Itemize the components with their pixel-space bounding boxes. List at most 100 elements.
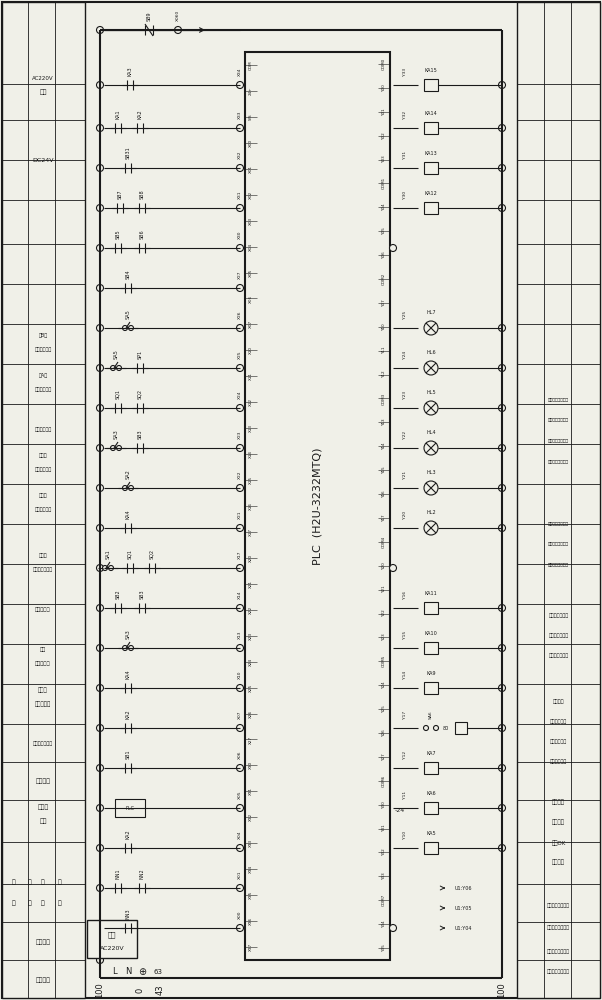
Text: Y20: Y20 bbox=[403, 511, 407, 519]
Circle shape bbox=[122, 486, 128, 490]
Circle shape bbox=[424, 401, 438, 415]
Text: X27: X27 bbox=[249, 735, 253, 744]
Text: NN3: NN3 bbox=[125, 908, 131, 919]
Circle shape bbox=[175, 26, 181, 33]
Circle shape bbox=[237, 764, 243, 772]
Text: Y33: Y33 bbox=[403, 68, 407, 76]
Circle shape bbox=[237, 924, 243, 932]
Text: SB2: SB2 bbox=[116, 589, 120, 599]
Circle shape bbox=[111, 365, 116, 370]
Bar bbox=[517, 2, 600, 998]
Bar bbox=[115, 799, 145, 817]
Text: HL6: HL6 bbox=[426, 350, 436, 355]
Text: 载: 载 bbox=[58, 879, 62, 885]
Circle shape bbox=[96, 485, 104, 491]
Circle shape bbox=[96, 164, 104, 172]
Circle shape bbox=[237, 124, 243, 131]
Text: 气缸长吸: 气缸长吸 bbox=[552, 859, 565, 865]
Text: Y27: Y27 bbox=[382, 753, 386, 761]
Circle shape bbox=[498, 804, 506, 812]
Text: 固定位置回复控制: 固定位置回复控制 bbox=[547, 948, 570, 954]
Text: 比例控制模拟输出: 比例控制模拟输出 bbox=[548, 563, 569, 567]
Text: 双手: 双手 bbox=[39, 818, 47, 824]
Text: X30: X30 bbox=[238, 231, 242, 239]
Circle shape bbox=[237, 244, 243, 251]
Text: KA5: KA5 bbox=[426, 831, 436, 836]
Text: 传感器: 传感器 bbox=[38, 687, 48, 693]
Text: 24+: 24+ bbox=[249, 87, 253, 95]
Circle shape bbox=[498, 724, 506, 732]
Text: Y12: Y12 bbox=[382, 371, 386, 378]
Text: HL3: HL3 bbox=[426, 470, 436, 475]
Circle shape bbox=[237, 82, 243, 89]
Text: 气缸OK: 气缸OK bbox=[551, 840, 566, 846]
Circle shape bbox=[498, 485, 506, 491]
Circle shape bbox=[237, 324, 243, 332]
Circle shape bbox=[96, 324, 104, 332]
Circle shape bbox=[237, 684, 243, 692]
Text: Y21: Y21 bbox=[403, 471, 407, 479]
Text: COM7: COM7 bbox=[382, 894, 386, 906]
Bar bbox=[424, 842, 438, 854]
Bar bbox=[424, 682, 438, 694]
Circle shape bbox=[498, 404, 506, 412]
Circle shape bbox=[498, 524, 506, 532]
Text: 控制: 控制 bbox=[40, 648, 46, 652]
Circle shape bbox=[96, 364, 104, 371]
Text: SA1: SA1 bbox=[105, 549, 111, 559]
Circle shape bbox=[498, 164, 506, 172]
Text: X23: X23 bbox=[238, 430, 242, 439]
Text: COM4: COM4 bbox=[382, 536, 386, 548]
Circle shape bbox=[96, 884, 104, 892]
Text: SQ1: SQ1 bbox=[128, 549, 132, 559]
Text: Y30: Y30 bbox=[403, 191, 407, 199]
Text: Y12: Y12 bbox=[403, 751, 407, 759]
Circle shape bbox=[433, 726, 438, 730]
Text: X23: X23 bbox=[249, 632, 253, 640]
Text: SA3: SA3 bbox=[125, 629, 131, 639]
Circle shape bbox=[111, 446, 116, 450]
Text: 调整正反转: 调整正反转 bbox=[35, 662, 51, 666]
Text: -24: -24 bbox=[395, 808, 405, 812]
Text: X30: X30 bbox=[249, 761, 253, 769]
Text: Y23: Y23 bbox=[403, 391, 407, 399]
Text: 串联通讯控制输出: 串联通讯控制输出 bbox=[548, 418, 569, 422]
Text: 串联通讯控制输出: 串联通讯控制输出 bbox=[548, 398, 569, 402]
Text: X05: X05 bbox=[249, 268, 253, 277]
Bar bbox=[424, 802, 438, 814]
Text: SA2: SA2 bbox=[125, 469, 131, 479]
Text: SB6: SB6 bbox=[140, 229, 144, 239]
Text: 操作行: 操作行 bbox=[37, 804, 49, 810]
Text: COM0: COM0 bbox=[382, 58, 386, 70]
Text: X31: X31 bbox=[238, 190, 242, 199]
Text: Y31: Y31 bbox=[403, 151, 407, 159]
Text: X10: X10 bbox=[238, 670, 242, 679]
Text: 开: 开 bbox=[41, 900, 45, 906]
Circle shape bbox=[237, 404, 243, 412]
Text: Y24: Y24 bbox=[382, 681, 386, 689]
Text: X32: X32 bbox=[249, 813, 253, 821]
Circle shape bbox=[237, 164, 243, 172]
Text: X27: X27 bbox=[238, 270, 242, 279]
Circle shape bbox=[237, 645, 243, 652]
Text: X05: X05 bbox=[238, 790, 242, 799]
Text: X25: X25 bbox=[238, 350, 242, 359]
Text: SP1: SP1 bbox=[137, 350, 143, 359]
Text: X00: X00 bbox=[238, 910, 242, 919]
Text: SB3: SB3 bbox=[137, 429, 143, 439]
Text: 100: 100 bbox=[96, 982, 105, 998]
Text: Y17: Y17 bbox=[403, 711, 407, 719]
Circle shape bbox=[128, 326, 134, 330]
Circle shape bbox=[237, 485, 243, 491]
Text: X03: X03 bbox=[249, 217, 253, 225]
Text: Y22: Y22 bbox=[403, 431, 407, 439]
Text: X26: X26 bbox=[238, 310, 242, 319]
Text: X35: X35 bbox=[249, 891, 253, 899]
Text: SB1: SB1 bbox=[125, 749, 131, 759]
Text: Y20: Y20 bbox=[382, 562, 386, 570]
Text: AC220V: AC220V bbox=[100, 946, 124, 950]
Circle shape bbox=[96, 524, 104, 532]
Text: ⊕: ⊕ bbox=[138, 967, 146, 977]
Text: 广告位置输出: 广告位置输出 bbox=[550, 740, 567, 744]
Text: KA6: KA6 bbox=[426, 791, 436, 796]
